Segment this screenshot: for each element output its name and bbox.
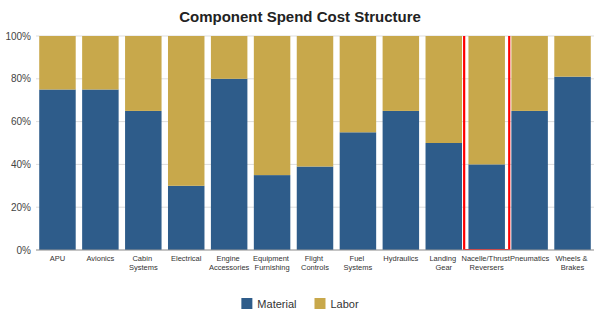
- legend-item: Material: [241, 298, 296, 310]
- bar: [168, 186, 204, 250]
- bars: [39, 36, 591, 250]
- bar: [468, 36, 504, 164]
- chart-container: Component Spend Cost Structure 0% 20% 40% 60…: [0, 0, 600, 322]
- legend-label: Labor: [330, 298, 358, 310]
- x-tick-label-line: Avionics: [86, 254, 114, 263]
- bar: [254, 36, 290, 175]
- page: {"chart_data": { "type": "bar", "title":…: [0, 0, 600, 322]
- x-tick-label-line: Reversers: [470, 263, 504, 272]
- title: Component Spend Cost Structure: [179, 8, 421, 25]
- x-tick-label-line: Landing: [429, 254, 458, 263]
- x-tick-label: Pneumatics: [510, 254, 549, 263]
- x-tick-label-line: Wheels &: [555, 254, 589, 263]
- x-tick-label-line: Pneumatics: [510, 254, 549, 263]
- bar: [125, 36, 161, 111]
- x-tick-label-line: Systems: [129, 263, 158, 272]
- highlight-box: [464, 36, 509, 250]
- bar: [254, 175, 290, 250]
- x-tick-label: Nacelle/Thrust Reversers: [461, 254, 511, 272]
- x-tick-label: Flight Controls: [301, 254, 329, 272]
- x-tick-label-line: Brakes: [561, 263, 585, 272]
- series: [39, 36, 591, 186]
- x-tick-label: Landing Gear: [429, 254, 458, 272]
- bar: [426, 36, 462, 143]
- bar: [82, 36, 118, 90]
- x-axis: APU Avionics Cabin Systems Electrical Engine…: [50, 254, 590, 272]
- x-tick-label-line: Cabin: [132, 254, 154, 263]
- y-tick-label: 0%: [17, 245, 32, 256]
- x-axis-line: [36, 250, 594, 251]
- y-tick-label: 20%: [11, 202, 31, 213]
- x-tick-label-line: Equipment: [253, 254, 291, 263]
- legend-swatch: [241, 298, 252, 309]
- x-tick-label-line: Electrical: [171, 254, 202, 263]
- x-tick-label-line: Accessories: [209, 263, 250, 272]
- y-axis: 0% 20% 40% 60% 80% 100%: [5, 31, 31, 256]
- bar: [211, 36, 247, 79]
- x-tick-label-line: Engine: [216, 254, 241, 263]
- bar: [426, 143, 462, 250]
- x-tick-label-line: Gear: [435, 263, 452, 272]
- bar: [511, 111, 547, 250]
- bar: [554, 36, 590, 77]
- chart: Component Spend Cost Structure 0% 20% 40% 60…: [0, 0, 600, 322]
- x-tick-label: Fuel Systems: [344, 254, 373, 272]
- x-tick-label: Avionics: [86, 254, 114, 263]
- y-tick-label: 100%: [5, 31, 31, 42]
- x-tick-label-line: Hydraulics: [383, 254, 418, 263]
- bar: [383, 36, 419, 111]
- bar: [39, 36, 75, 90]
- bar: [340, 36, 376, 132]
- x-tick-label-line: Controls: [301, 263, 329, 272]
- x-tick-label-line: APU: [50, 254, 65, 263]
- y-tick-label: 40%: [11, 159, 31, 170]
- bar: [340, 132, 376, 250]
- x-tick-label-line: Systems: [344, 263, 373, 272]
- grid-line: [36, 250, 594, 251]
- bar: [125, 111, 161, 250]
- x-tick-label: Cabin Systems: [129, 254, 158, 272]
- bar: [468, 164, 504, 250]
- bar: [554, 77, 590, 250]
- bar: [82, 90, 118, 251]
- x-tick-label-line: Nacelle/Thrust: [461, 254, 511, 263]
- bar: [383, 111, 419, 250]
- legend-swatch: [314, 298, 325, 309]
- legend: Material Labor: [241, 298, 359, 310]
- x-tick-label-line: Flight: [305, 254, 325, 263]
- grid: [36, 36, 594, 250]
- bar: [297, 167, 333, 250]
- legend-label: Material: [257, 298, 296, 310]
- x-tick-label-line: Furnishing: [255, 263, 290, 272]
- x-tick-label: Electrical: [171, 254, 202, 263]
- x-tick-label: APU: [50, 254, 65, 263]
- x-tick-label: Hydraulics: [383, 254, 418, 263]
- x-tick-label: Wheels & Brakes: [555, 254, 589, 272]
- y-tick-label: 60%: [11, 116, 31, 127]
- bar: [511, 36, 547, 111]
- x-tick-label: Equipment Furnishing: [253, 254, 291, 272]
- legend-item: Labor: [314, 298, 358, 310]
- bar: [297, 36, 333, 167]
- bar: [168, 36, 204, 186]
- x-tick-label-line: Fuel: [350, 254, 367, 263]
- y-tick-label: 80%: [11, 73, 31, 84]
- bar: [211, 79, 247, 250]
- bar: [39, 90, 75, 251]
- x-tick-label: Engine Accessories: [209, 254, 250, 272]
